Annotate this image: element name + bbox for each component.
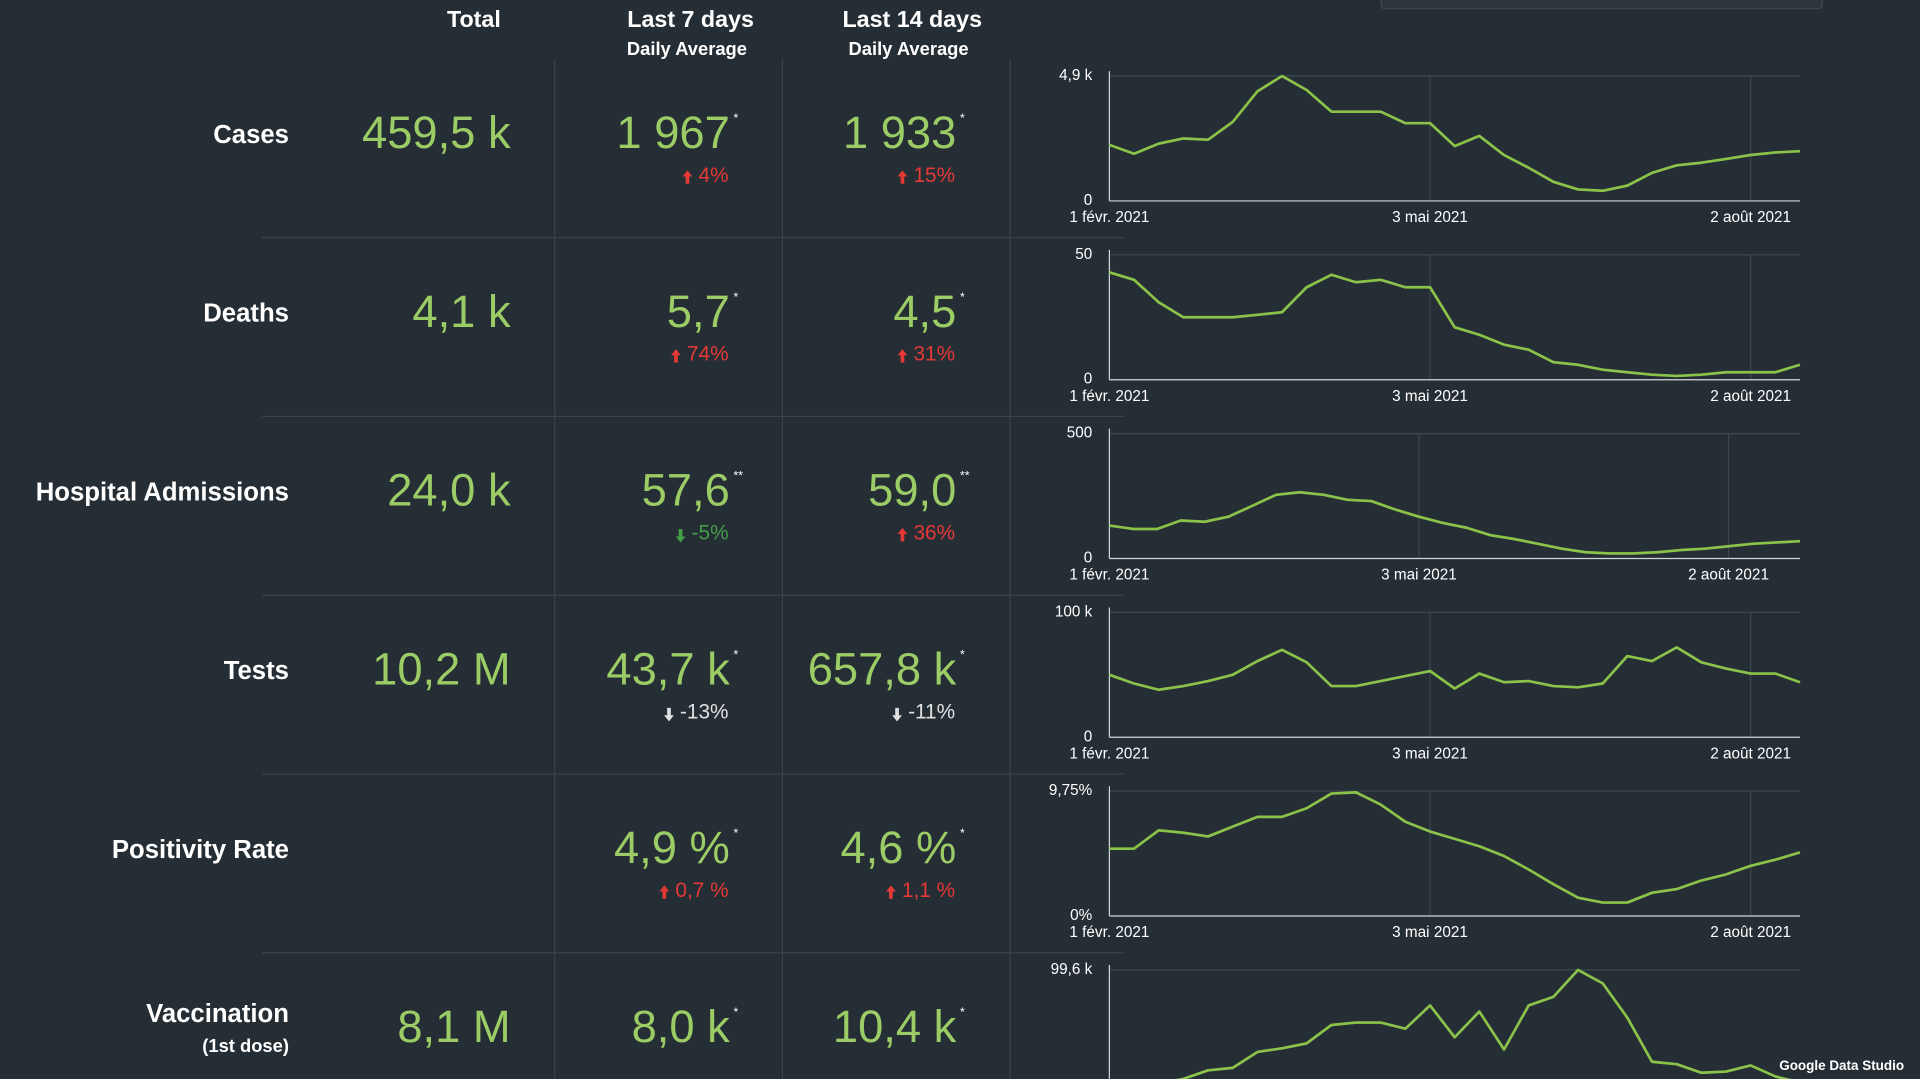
trend-arrow [897, 349, 908, 363]
average-value: 8,0 k [632, 1001, 731, 1052]
change-value: -11% [908, 700, 955, 723]
change-value: 74% [687, 343, 729, 366]
total-value: 459,5 k [362, 107, 511, 158]
x-tick-label: 3 mai 2021 [1392, 745, 1468, 762]
change-value: 4% [699, 164, 729, 187]
x-tick-label: 2 août 2021 [1710, 388, 1791, 405]
footnote-mark: * [960, 290, 965, 304]
x-tick-label: 3 mai 2021 [1381, 567, 1457, 584]
x-tick-label: 1 févr. 2021 [1069, 209, 1149, 226]
trend-arrow [682, 170, 693, 184]
trend-arrow [885, 885, 896, 899]
average-value: 59,0 [868, 465, 956, 516]
change-value: 15% [913, 164, 955, 187]
change-value: -5% [692, 521, 729, 544]
footnote-mark: * [733, 1005, 738, 1019]
y-tick-label: 4,9 k [1059, 67, 1093, 84]
sparkline [1108, 74, 1801, 193]
x-tick-label: 2 août 2021 [1688, 567, 1769, 584]
y-tick-label: 9,75% [1049, 782, 1093, 799]
footnote-mark: * [960, 647, 965, 661]
average-value: 5,7 [667, 286, 730, 337]
x-tick-label: 1 févr. 2021 [1069, 924, 1149, 941]
average-value: 657,8 k [808, 643, 957, 694]
footnote-mark: ** [960, 469, 970, 483]
top-box [1380, 0, 1823, 10]
row-label: Hospital Admissions [36, 478, 289, 506]
trend-arrow [897, 527, 908, 542]
total-value: 24,0 k [387, 465, 511, 516]
change-value: 36% [913, 521, 955, 544]
sparkline [1108, 271, 1801, 378]
change-value: 1,1 % [902, 879, 955, 902]
column-header: Last 14 days [842, 6, 982, 32]
change-value: 31% [913, 343, 955, 366]
x-tick-label: 1 févr. 2021 [1069, 745, 1149, 762]
column-header: Last 7 days [627, 6, 754, 32]
x-tick-label: 3 mai 2021 [1392, 388, 1468, 405]
row-label: Vaccination [146, 1000, 289, 1028]
x-tick-label: 2 août 2021 [1710, 745, 1791, 762]
sparkline [1109, 490, 1801, 555]
column-header: Total [447, 6, 501, 32]
y-tick-label: 99,6 k [1051, 961, 1093, 978]
sparkline [1109, 791, 1801, 904]
x-tick-label: 1 févr. 2021 [1069, 567, 1149, 584]
y-tick-label: 0 [1084, 550, 1093, 567]
sparkline [1108, 646, 1801, 692]
footnote-mark: * [960, 826, 965, 840]
x-tick-label: 2 août 2021 [1710, 924, 1791, 941]
column-subheader: Daily Average [849, 38, 969, 59]
footer-brand: Google Data Studio [1779, 1058, 1904, 1073]
trend-arrow [675, 529, 686, 543]
average-value: 1 967 [616, 107, 729, 158]
footnote-mark: * [733, 647, 738, 661]
trend-arrow [671, 349, 681, 363]
total-value: 8,1 M [397, 1001, 510, 1052]
footnote-mark: * [960, 111, 965, 125]
average-value: 43,7 k [606, 643, 730, 694]
trend-arrow [897, 170, 908, 184]
row-label: Positivity Rate [112, 836, 289, 864]
y-tick-label: 0 [1084, 728, 1093, 745]
y-tick-label: 100 k [1055, 603, 1093, 620]
x-tick-label: 3 mai 2021 [1392, 209, 1468, 226]
row-label: Deaths [203, 300, 289, 328]
y-tick-label: 0 [1084, 192, 1093, 209]
total-value: 4,1 k [412, 286, 511, 337]
footnote-mark: * [960, 1005, 965, 1019]
footnote-mark: * [733, 111, 738, 125]
row-label: Tests [224, 657, 289, 685]
row-sublabel: (1st dose) [202, 1035, 289, 1056]
row-label: Cases [213, 121, 289, 149]
sparkline [1175, 968, 1792, 1079]
x-tick-label: 1 févr. 2021 [1069, 388, 1149, 405]
average-value: 1 933 [843, 107, 956, 158]
footnote-mark: * [733, 290, 738, 304]
x-tick-label: 3 mai 2021 [1392, 924, 1468, 941]
y-tick-label: 50 [1075, 246, 1092, 263]
average-value: 57,6 [642, 465, 730, 516]
y-tick-label: 0% [1070, 907, 1093, 924]
trend-arrow [892, 707, 902, 722]
footnote-mark: * [733, 826, 738, 840]
footnote-mark: ** [733, 469, 743, 483]
y-tick-label: 0 [1084, 371, 1093, 388]
column-subheader: Daily Average [627, 38, 747, 59]
x-tick-label: 2 août 2021 [1710, 209, 1791, 226]
average-value: 4,6 % [840, 822, 956, 873]
trend-arrow [664, 707, 674, 722]
total-value: 10,2 M [372, 643, 510, 694]
average-value: 4,5 [893, 286, 956, 337]
change-value: -13% [680, 700, 729, 723]
average-value: 10,4 k [833, 1001, 957, 1052]
trend-arrow [659, 885, 670, 899]
change-value: 0,7 % [675, 879, 728, 902]
average-value: 4,9 % [614, 822, 730, 873]
y-tick-label: 500 [1067, 425, 1093, 442]
